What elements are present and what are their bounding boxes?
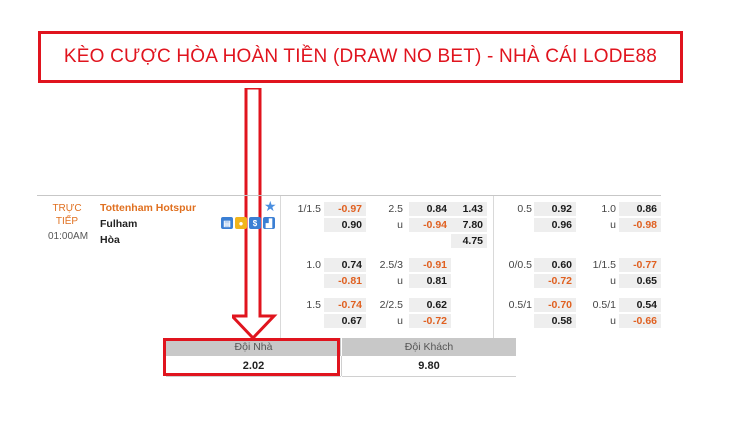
ou-line: 2.5 — [388, 203, 403, 215]
1x2-home-odd[interactable]: 1.43 — [451, 202, 487, 216]
half-ou-line: 1.0 — [601, 203, 616, 215]
ou-line: 2/2.5 — [379, 299, 403, 311]
hdp-home-odd[interactable]: -0.97 — [324, 202, 366, 216]
half-ou-under-label: u — [610, 315, 616, 327]
half-hdp-home-odd[interactable]: 0.92 — [534, 202, 576, 216]
half-ou-over-odd[interactable]: 0.54 — [619, 298, 661, 312]
hdp-away-odd[interactable]: -0.81 — [324, 274, 366, 288]
column-divider — [493, 196, 494, 338]
1x2-away-odd[interactable]: 7.80 — [451, 218, 487, 232]
ou-over-odd[interactable]: 0.62 — [409, 298, 451, 312]
ou-under-label: u — [397, 315, 403, 327]
half-ou-under-label: u — [610, 219, 616, 231]
half-ou-under-odd[interactable]: 0.65 — [619, 274, 661, 288]
half-hdp-away-odd[interactable]: -0.72 — [534, 274, 576, 288]
hdp-away-odd[interactable]: 0.90 — [324, 218, 366, 232]
half-hdp-line: 0.5/1 — [508, 299, 532, 311]
banner-title: KÈO CƯỢC HÒA HOÀN TIỀN (DRAW NO BET) - N… — [63, 46, 658, 67]
away-team-header: Đội Khách — [342, 338, 516, 356]
half-ou-under-odd[interactable]: -0.66 — [619, 314, 661, 328]
hdp-home-odd[interactable]: 0.74 — [324, 258, 366, 272]
half-hdp-line: 0/0.5 — [508, 259, 532, 271]
ou-under-label: u — [397, 275, 403, 287]
title-banner: KÈO CƯỢC HÒA HOÀN TIỀN (DRAW NO BET) - N… — [38, 31, 683, 83]
draw-label: Hòa — [100, 234, 120, 246]
hdp-home-odd[interactable]: -0.74 — [324, 298, 366, 312]
ou-under-label: u — [397, 219, 403, 231]
stats-icon[interactable]: ▤ — [221, 217, 233, 229]
half-hdp-away-odd[interactable]: 0.58 — [534, 314, 576, 328]
hdp-line: 1.5 — [306, 299, 321, 311]
match-stat-icons: ▤ ● $ ▟ — [221, 217, 275, 229]
home-team-link[interactable]: Tottenham Hotspur — [100, 202, 197, 214]
live-status-line2: TIẾP — [55, 216, 79, 227]
half-ou-under-odd[interactable]: -0.98 — [619, 218, 661, 232]
half-ou-line: 1/1.5 — [592, 259, 616, 271]
home-odd-highlight-box — [163, 338, 340, 376]
ou-under-odd[interactable]: -0.94 — [409, 218, 451, 232]
hdp-line: 1/1.5 — [297, 203, 321, 215]
dollar-icon[interactable]: $ — [249, 217, 261, 229]
home-team-header: Đội Nhà — [166, 338, 341, 356]
table-top-border — [37, 195, 661, 196]
coin-icon[interactable]: ● — [235, 217, 247, 229]
ou-line: 2.5/3 — [379, 259, 403, 271]
ou-under-odd[interactable]: -0.72 — [409, 314, 451, 328]
half-ou-over-odd[interactable]: -0.77 — [619, 258, 661, 272]
hdp-line: 1.0 — [306, 259, 321, 271]
half-ou-line: 0.5/1 — [592, 299, 616, 311]
draw-no-bet-panel: Đội Nhà Đội Khách 2.02 9.80 — [166, 338, 516, 377]
column-divider — [280, 196, 281, 338]
away-team-link[interactable]: Fulham — [100, 218, 138, 230]
ou-over-odd[interactable]: -0.91 — [409, 258, 451, 272]
value-divider — [341, 356, 342, 376]
half-hdp-away-odd[interactable]: 0.96 — [534, 218, 576, 232]
away-dnb-odd[interactable]: 9.80 — [342, 356, 516, 377]
live-status-line1: TRỰC — [52, 203, 82, 214]
half-ou-under-label: u — [610, 275, 616, 287]
ou-under-odd[interactable]: 0.81 — [409, 274, 451, 288]
half-hdp-line: 0.5 — [517, 203, 532, 215]
half-hdp-home-odd[interactable]: 0.60 — [534, 258, 576, 272]
odds-table: TRỰC TIẾP 01:00AM Tottenham Hotspur Fulh… — [37, 195, 661, 338]
favorite-star-icon[interactable]: ★ — [264, 198, 277, 214]
match-time: 01:00AM — [48, 231, 89, 242]
chart-icon[interactable]: ▟ — [263, 217, 275, 229]
half-ou-over-odd[interactable]: 0.86 — [619, 202, 661, 216]
half-hdp-home-odd[interactable]: -0.70 — [534, 298, 576, 312]
hdp-away-odd[interactable]: 0.67 — [324, 314, 366, 328]
ou-over-odd[interactable]: 0.84 — [409, 202, 451, 216]
home-dnb-odd[interactable]: 2.02 — [166, 356, 341, 377]
1x2-draw-odd[interactable]: 4.75 — [451, 234, 487, 248]
